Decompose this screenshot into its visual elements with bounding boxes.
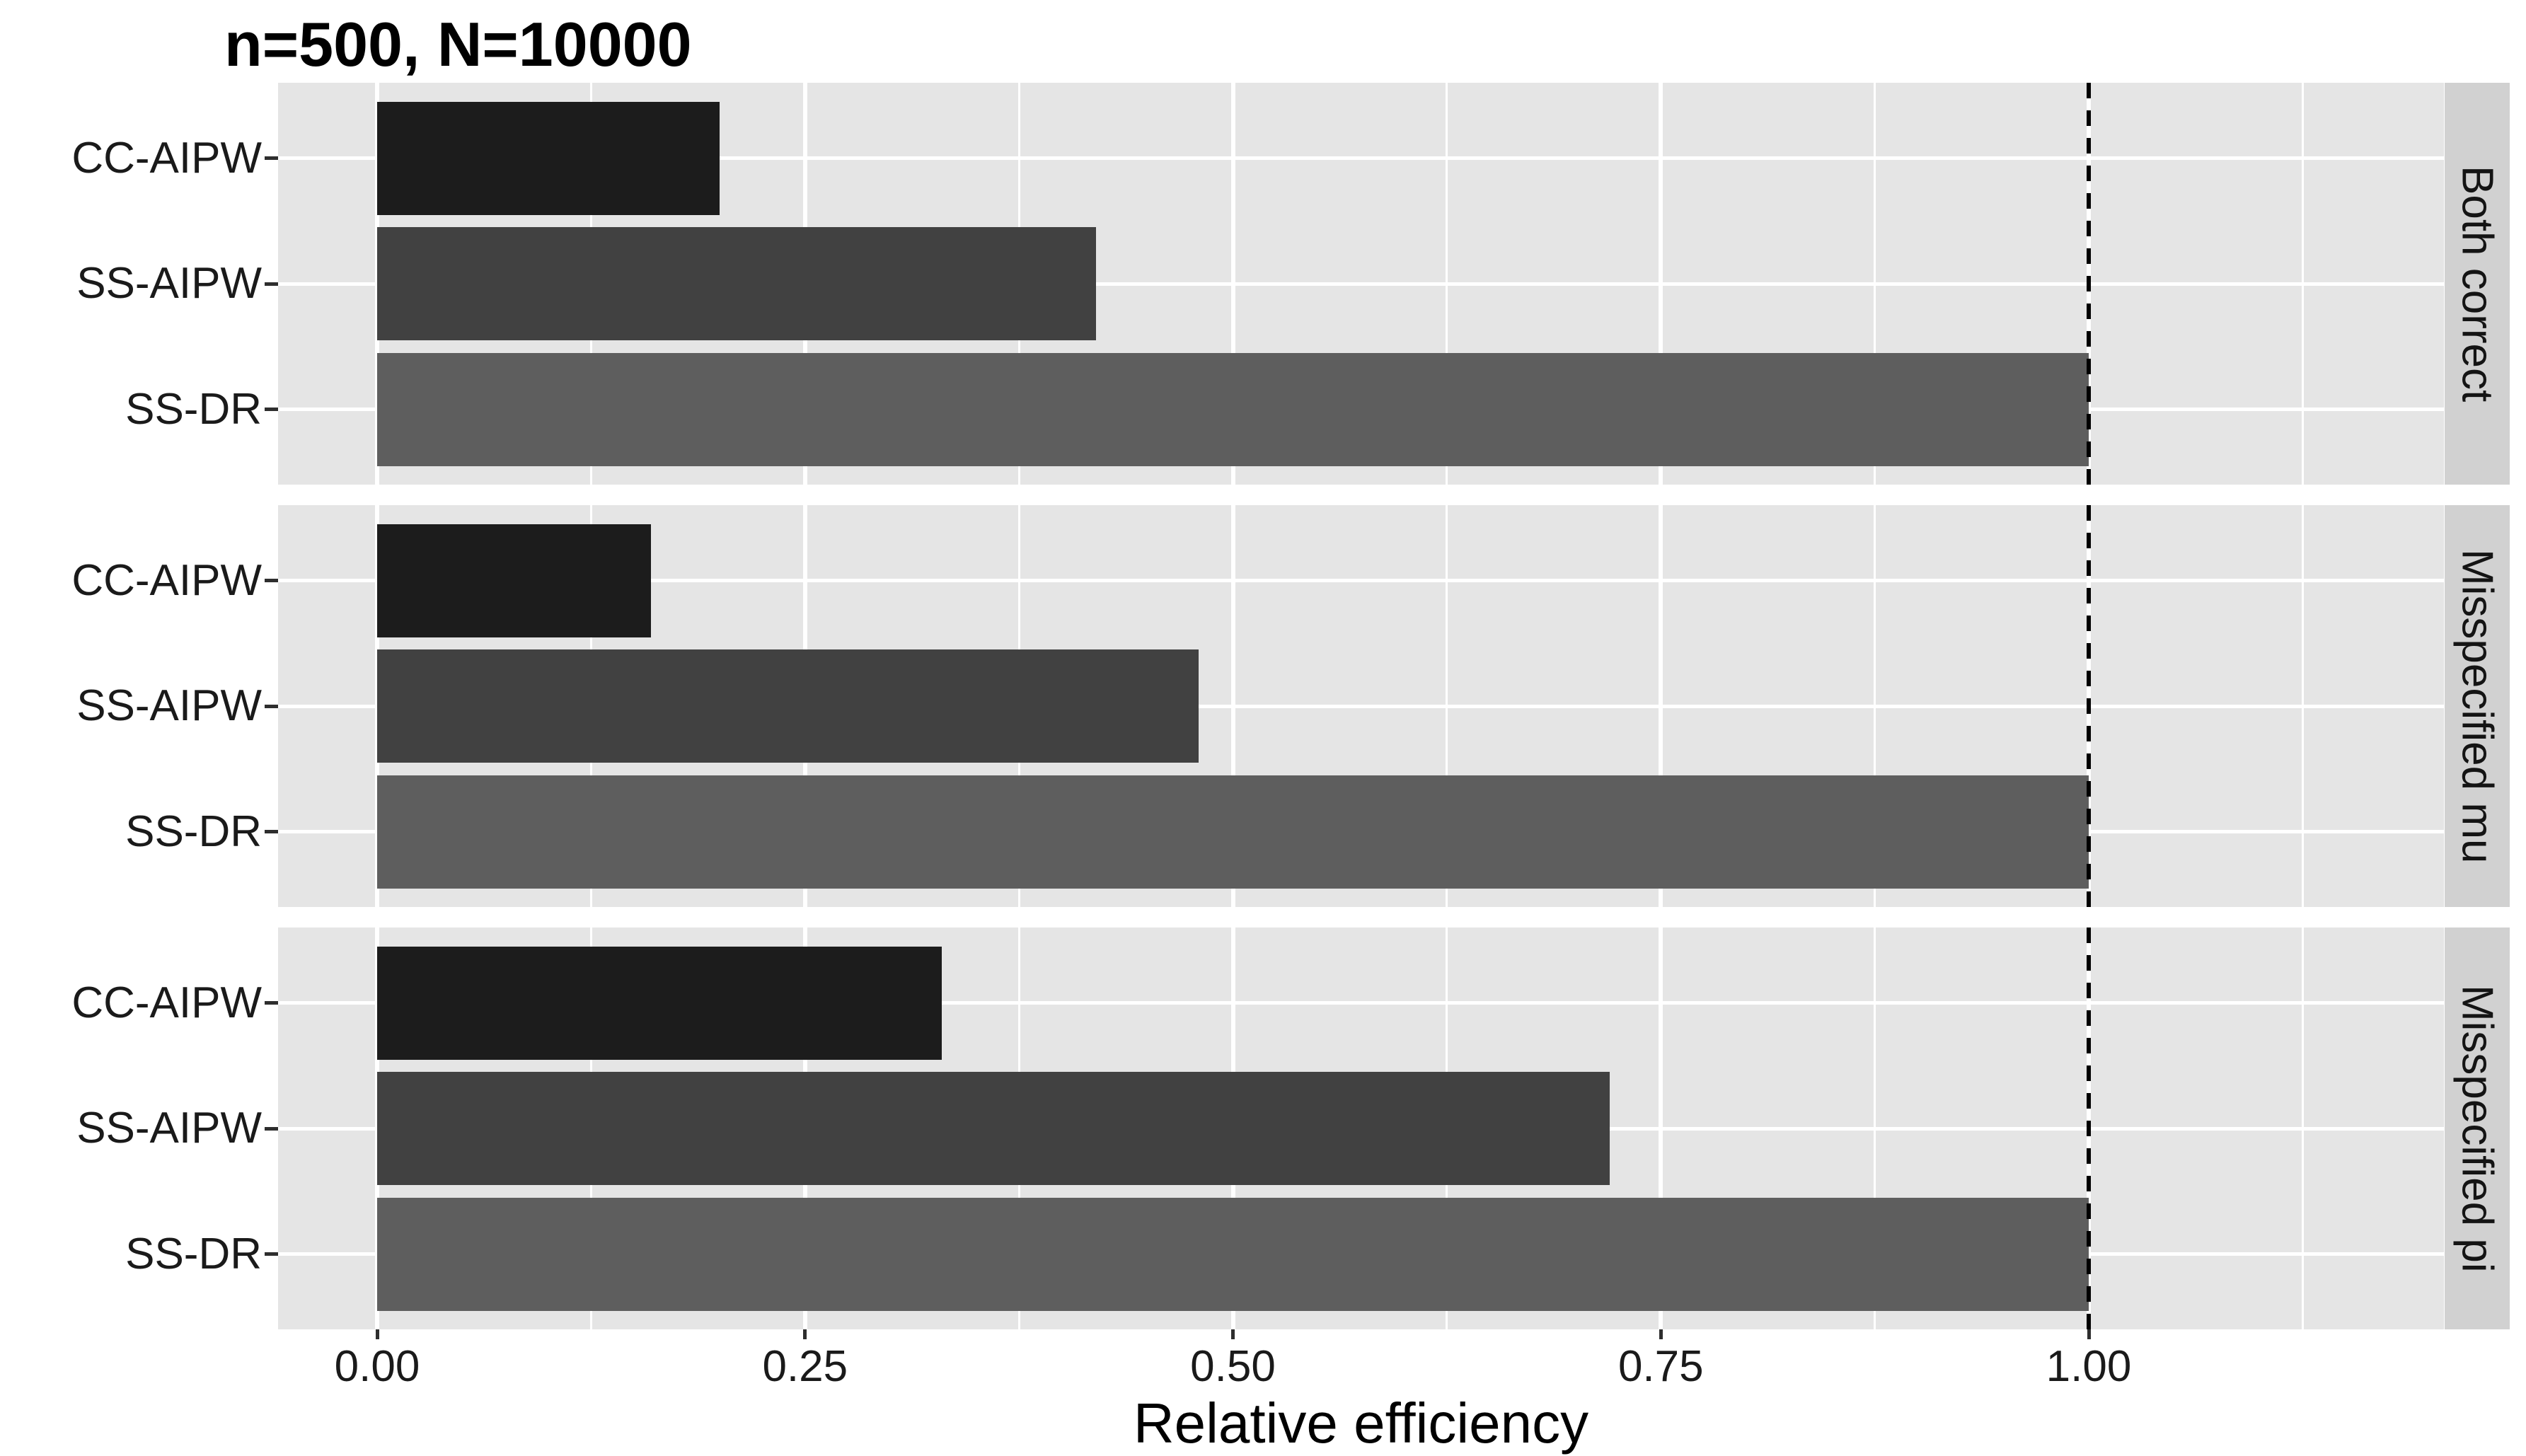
bar-ss-dr <box>377 352 2089 466</box>
y-axis-label: CC-AIPW <box>71 555 262 605</box>
y-axis-label: SS-DR <box>125 807 262 856</box>
facet-strip-label: Misspecified mu <box>2452 548 2502 864</box>
facet-panel <box>278 505 2444 907</box>
bar-cc-aipw <box>377 101 720 215</box>
facet-panel <box>278 83 2444 485</box>
y-axis-label: CC-AIPW <box>71 133 262 183</box>
bar-cc-aipw <box>377 524 651 637</box>
gridline-category <box>278 579 2444 582</box>
gridline-category <box>278 156 2444 160</box>
y-axis-label: SS-AIPW <box>76 681 262 730</box>
x-axis-tick-label: 0.25 <box>762 1342 848 1391</box>
y-axis-tick-mark <box>265 282 278 286</box>
x-axis-tick-label: 1.00 <box>2046 1342 2132 1391</box>
x-axis-tick-label: 0.50 <box>1190 1342 1276 1391</box>
x-axis-tick-label: 0.75 <box>1617 1342 1704 1391</box>
x-axis-tick-mark <box>2087 1329 2091 1339</box>
y-axis-tick-mark <box>265 830 278 833</box>
reference-line <box>2087 505 2091 907</box>
y-axis-tick-mark <box>265 1001 278 1005</box>
y-axis-label: SS-AIPW <box>76 1104 262 1152</box>
x-axis-title: Relative efficiency <box>1133 1392 1589 1455</box>
y-axis-tick-mark <box>265 704 278 708</box>
facet-strip-label: Both correct <box>2452 165 2502 403</box>
facet-strip: Misspecified mu <box>2445 505 2510 907</box>
y-axis-label: CC-AIPW <box>71 978 262 1027</box>
x-axis-tick-mark <box>375 1329 379 1339</box>
chart-title: n=500, N=10000 <box>224 9 692 79</box>
y-axis-tick-mark <box>265 1126 278 1131</box>
bar-ss-aipw <box>377 1072 1610 1185</box>
reference-line <box>2087 928 2091 1329</box>
y-axis-label: SS-DR <box>125 1229 262 1278</box>
gridline-category <box>278 282 2444 286</box>
x-axis-tick-label: 0.00 <box>334 1342 420 1391</box>
y-axis-tick-mark <box>265 579 278 582</box>
gridline-category <box>278 704 2444 708</box>
x-axis-tick-mark <box>803 1329 807 1339</box>
bar-ss-dr <box>377 1197 2089 1311</box>
bar-ss-aipw <box>377 227 1096 340</box>
facet-strip: Both correct <box>2445 83 2510 485</box>
y-axis-label: SS-DR <box>125 384 262 434</box>
x-axis-tick-mark <box>1231 1329 1235 1339</box>
reference-line <box>2087 83 2091 485</box>
facet-strip: Misspecified pi <box>2445 928 2510 1329</box>
bar-ss-dr <box>377 775 2089 889</box>
y-axis-label: SS-AIPW <box>76 259 262 308</box>
facet-panel <box>278 928 2444 1329</box>
facet-strip-label: Misspecified pi <box>2452 984 2502 1273</box>
bar-ss-aipw <box>377 649 1199 763</box>
y-axis-tick-mark <box>265 408 278 411</box>
y-axis-tick-mark <box>265 1252 278 1256</box>
y-axis-tick-mark <box>265 156 278 160</box>
bar-cc-aipw <box>377 946 942 1060</box>
gridline-category <box>278 1001 2444 1005</box>
x-axis-tick-mark <box>1659 1329 1663 1339</box>
